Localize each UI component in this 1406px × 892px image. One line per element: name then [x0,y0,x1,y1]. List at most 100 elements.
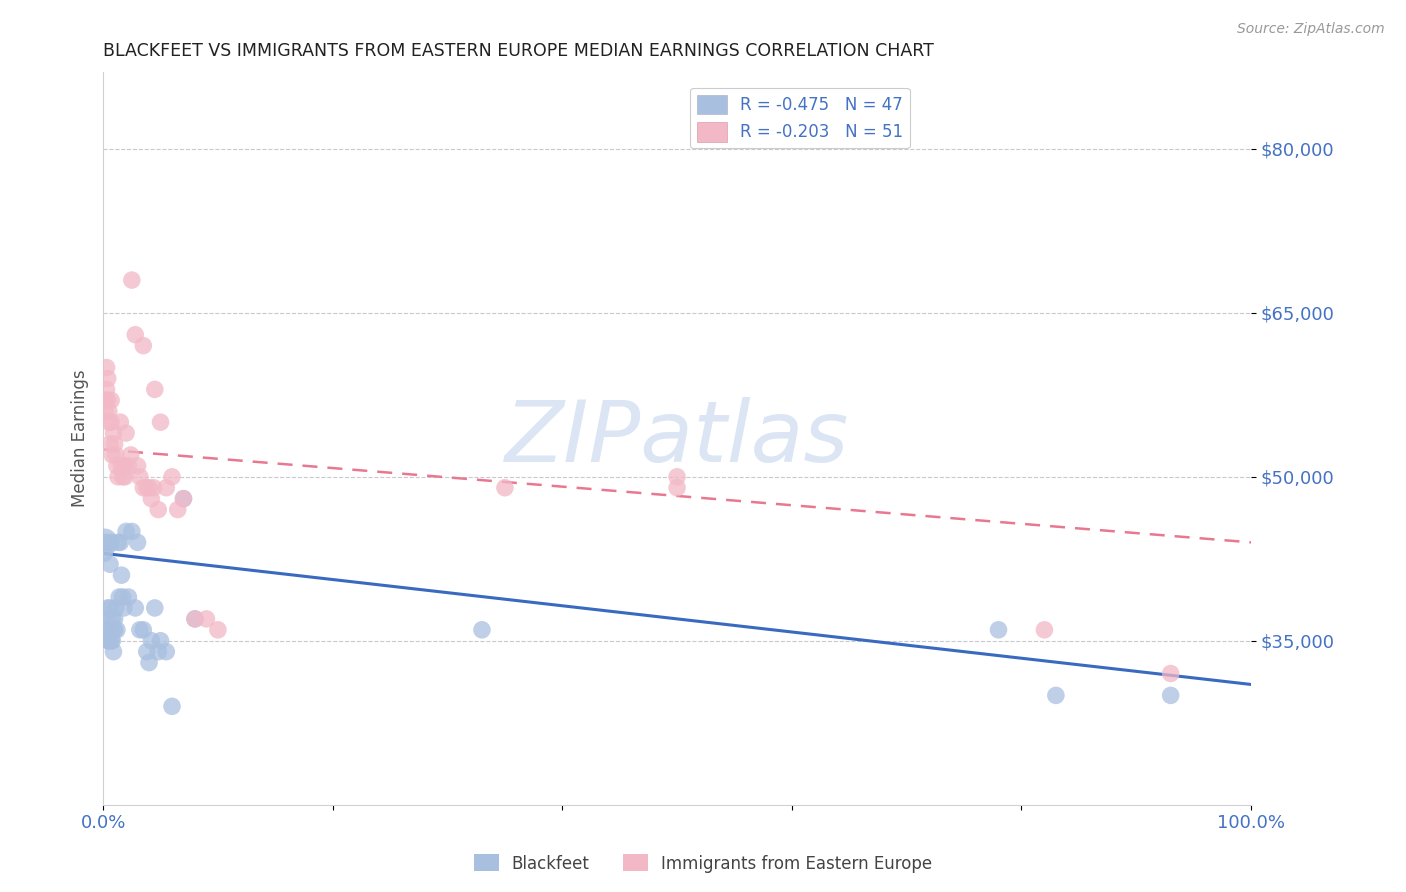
Point [104,601,127,615]
Point [195,612,218,626]
Point [105,458,128,473]
Point [103,623,125,637]
Point [471,623,494,637]
Point [94,393,117,408]
Point [127,458,149,473]
Point [98,558,121,572]
Point [143,601,166,615]
Point [110,568,132,582]
Point [127,535,149,549]
Point [103,645,125,659]
Point [112,458,135,473]
Point [172,491,194,506]
Point [155,481,177,495]
Point [104,437,127,451]
Point [97,633,120,648]
Point [97,371,120,385]
Point [666,481,689,495]
Point [97,415,120,429]
Legend: Blackfeet, Immigrants from Eastern Europe: Blackfeet, Immigrants from Eastern Europ… [467,847,939,880]
Point [97,404,120,418]
Point [987,623,1010,637]
Point [97,633,120,648]
Point [93,393,115,408]
Point [135,645,157,659]
Point [142,481,165,495]
Point [128,623,150,637]
Point [93,546,115,560]
Point [110,458,132,473]
Point [100,393,122,408]
Point [155,645,177,659]
Point [100,633,122,648]
Point [494,481,516,495]
Point [184,612,207,626]
Point [107,470,129,484]
Point [141,491,163,506]
Y-axis label: Median Earnings: Median Earnings [72,370,89,508]
Point [104,612,127,626]
Point [117,590,139,604]
Text: BLACKFEET VS IMMIGRANTS FROM EASTERN EUROPE MEDIAN EARNINGS CORRELATION CHART: BLACKFEET VS IMMIGRANTS FROM EASTERN EUR… [103,42,934,60]
Point [96,383,118,397]
Text: Source: ZipAtlas.com: Source: ZipAtlas.com [1237,22,1385,37]
Point [143,383,166,397]
Point [107,535,129,549]
Point [97,393,120,408]
Point [101,448,124,462]
Point [115,524,138,539]
Point [105,623,128,637]
Point [103,426,125,441]
Point [135,481,157,495]
Point [184,612,207,626]
Point [98,601,121,615]
Point [111,470,134,484]
Point [111,590,134,604]
Point [160,470,183,484]
Point [141,633,163,648]
Point [138,656,160,670]
Point [97,601,120,615]
Point [148,502,170,516]
Point [104,448,127,462]
Point [97,623,120,637]
Point [94,535,117,549]
Point [1160,689,1182,703]
Point [149,633,172,648]
Point [149,415,172,429]
Point [108,590,131,604]
Point [1160,666,1182,681]
Text: ZIPatlas: ZIPatlas [505,397,849,480]
Point [132,623,155,637]
Point [172,491,194,506]
Point [96,623,118,637]
Point [132,481,155,495]
Point [115,426,138,441]
Point [100,415,122,429]
Point [128,470,150,484]
Point [112,601,135,615]
Legend: R = -0.475   N = 47, R = -0.203   N = 51: R = -0.475 N = 47, R = -0.203 N = 51 [690,88,910,148]
Point [98,437,121,451]
Point [104,623,127,637]
Point [117,458,139,473]
Point [96,612,118,626]
Point [101,612,124,626]
Point [132,339,155,353]
Point [138,481,160,495]
Point [101,633,124,648]
Point [121,524,143,539]
Point [120,448,142,462]
Point [100,535,122,549]
Point [114,470,136,484]
Point [110,415,132,429]
Point [94,404,117,418]
Point [207,623,229,637]
Point [1045,689,1067,703]
Point [1033,623,1056,637]
Point [96,360,118,375]
Point [124,601,146,615]
Point [121,273,143,287]
Point [148,645,170,659]
Point [110,535,132,549]
